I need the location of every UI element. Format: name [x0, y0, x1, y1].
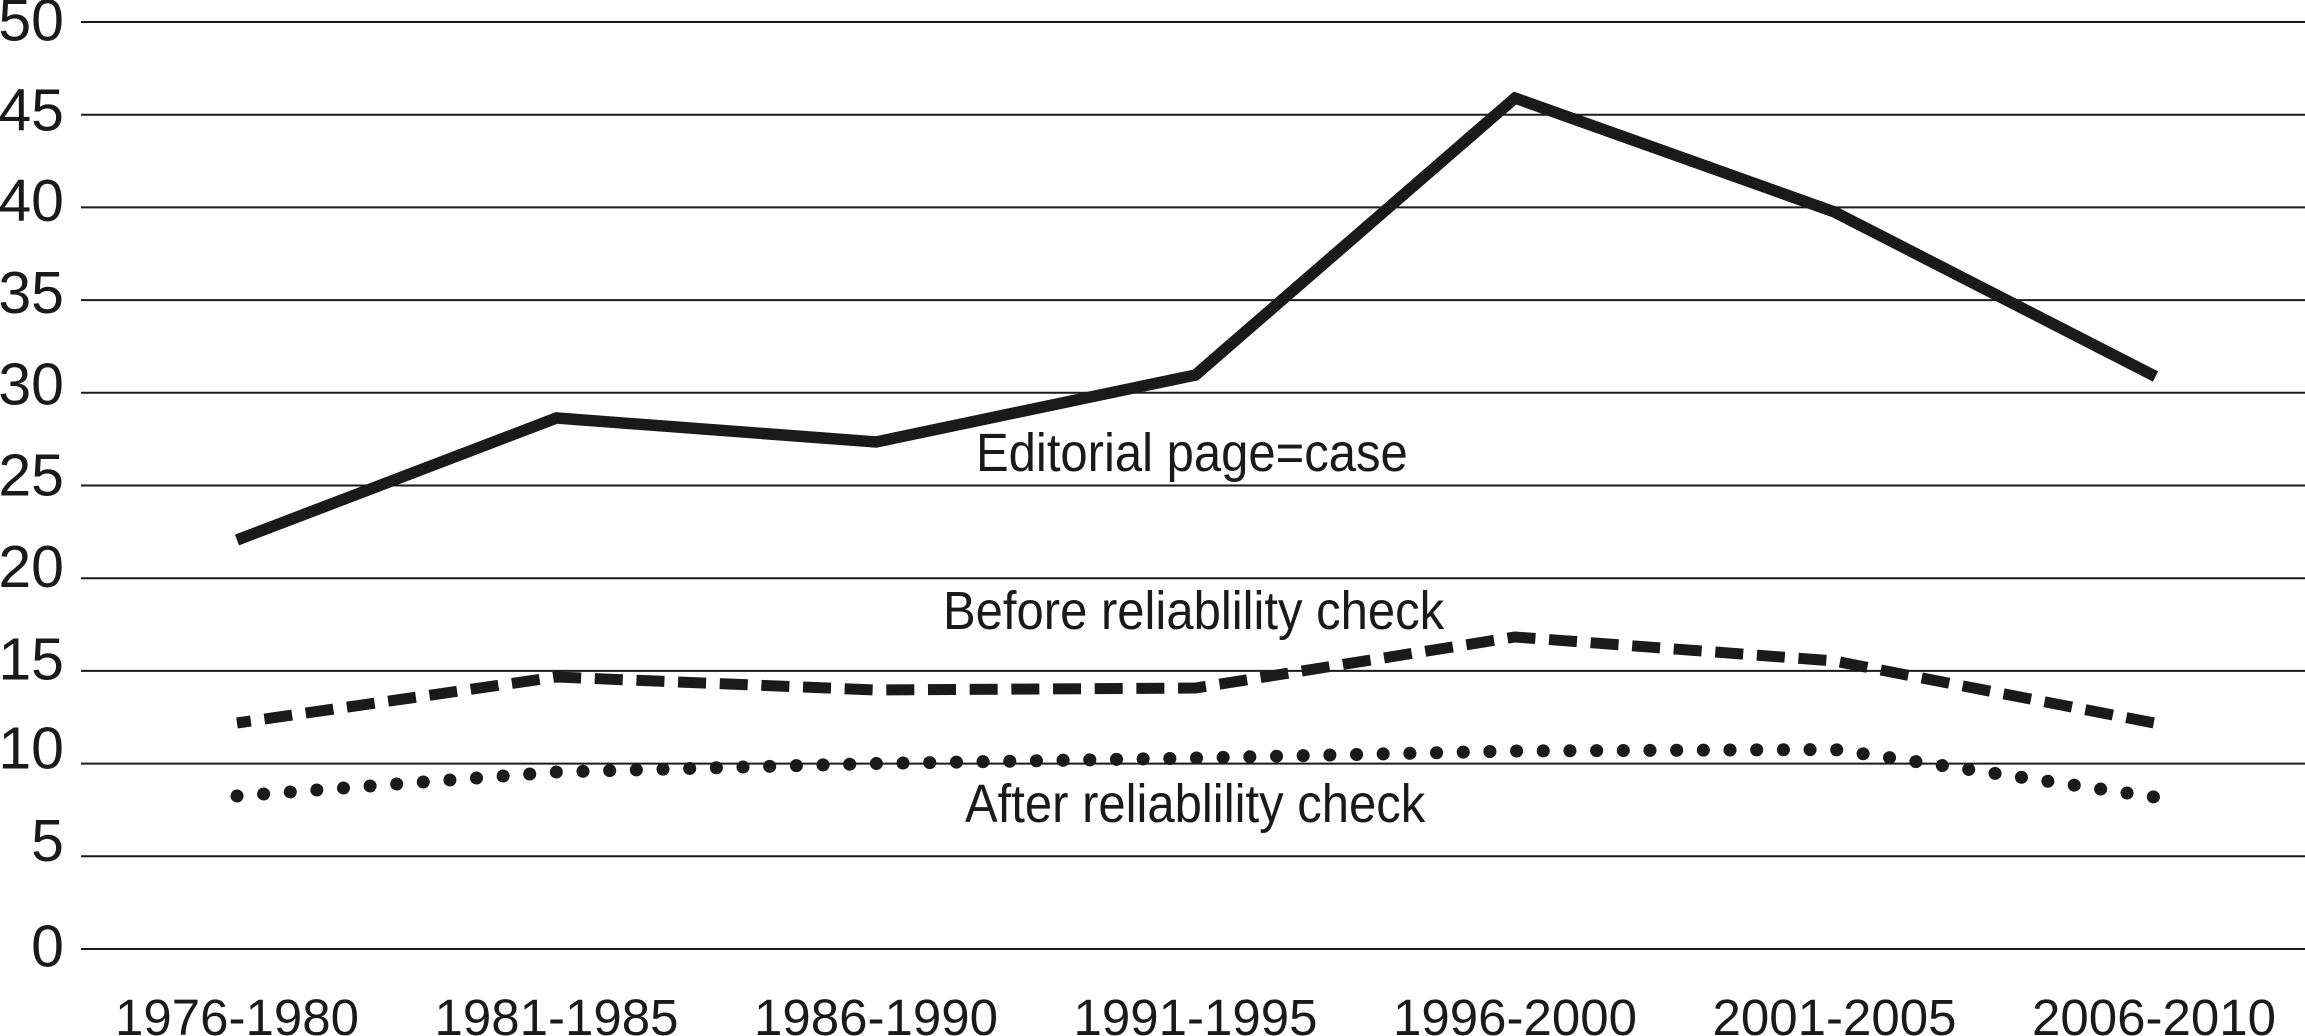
svg-text:1981-1985: 1981-1985 [435, 989, 679, 1036]
svg-text:Editorial page=case: Editorial page=case [976, 423, 1408, 482]
svg-text:1991-1995: 1991-1995 [1074, 989, 1318, 1036]
svg-text:After reliablility check: After reliablility check [965, 774, 1426, 833]
svg-text:40: 40 [0, 168, 64, 234]
svg-text:2001-2005: 2001-2005 [1713, 989, 1957, 1036]
svg-text:5: 5 [31, 808, 64, 874]
svg-text:Before reliablility check: Before reliablility check [943, 581, 1444, 640]
svg-text:0: 0 [31, 914, 64, 980]
svg-text:45: 45 [0, 78, 64, 144]
svg-text:20: 20 [0, 534, 64, 600]
svg-text:2006-2010: 2006-2010 [2032, 989, 2276, 1036]
svg-text:50: 50 [0, 0, 64, 54]
svg-text:35: 35 [0, 260, 64, 326]
svg-text:25: 25 [0, 443, 64, 509]
svg-text:1976-1980: 1976-1980 [115, 989, 359, 1036]
svg-text:15: 15 [0, 627, 64, 693]
svg-text:1986-1990: 1986-1990 [754, 989, 998, 1036]
svg-text:10: 10 [0, 716, 64, 782]
svg-text:1996-2000: 1996-2000 [1393, 989, 1637, 1036]
svg-text:30: 30 [0, 352, 64, 418]
